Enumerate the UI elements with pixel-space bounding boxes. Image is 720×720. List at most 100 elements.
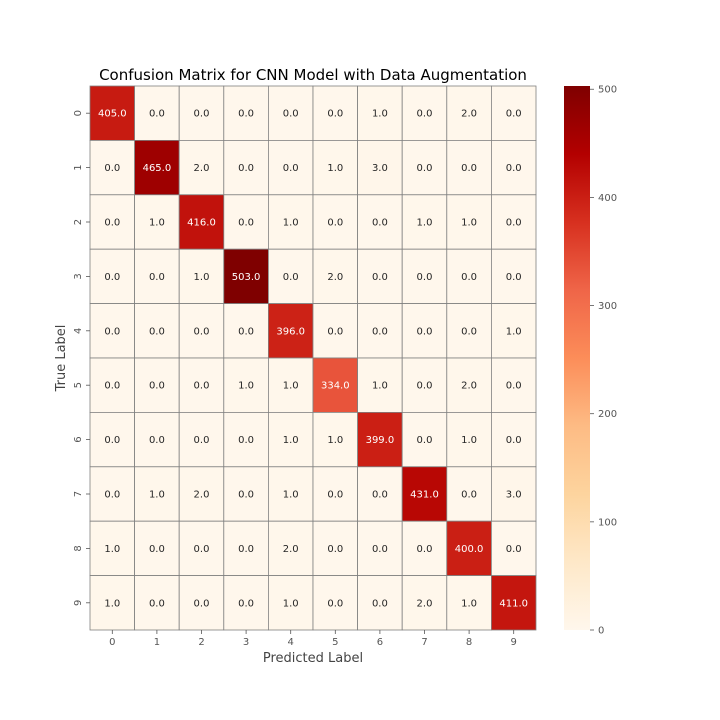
cell-annotation: 1.0 (461, 435, 477, 446)
x-tick-label: 3 (243, 637, 249, 648)
cell-annotation: 0.0 (104, 272, 120, 283)
cell-annotation: 0.0 (461, 272, 477, 283)
cell-annotation: 0.0 (506, 435, 522, 446)
x-tick-label: 5 (332, 637, 338, 648)
cell-annotation: 411.0 (499, 598, 528, 609)
cell-annotation: 400.0 (455, 544, 484, 555)
y-tick-label: 7 (73, 491, 84, 497)
cell-annotation: 0.0 (417, 163, 433, 174)
x-tick-label: 2 (198, 637, 204, 648)
heatmap-cell (357, 466, 403, 522)
cell-annotation: 0.0 (327, 544, 343, 555)
cell-annotation: 0.0 (104, 326, 120, 337)
y-axis-label: True Label (54, 325, 69, 393)
cell-annotation: 0.0 (372, 218, 388, 229)
cell-annotation: 1.0 (283, 490, 299, 501)
cell-annotation: 0.0 (372, 272, 388, 283)
heatmap-cell (134, 466, 180, 522)
colorbar-ticks: 0 100 200 300 400 500 (590, 85, 617, 637)
y-tick-label: 0 (73, 110, 84, 116)
y-tick-label: 8 (73, 545, 84, 551)
x-tick-label: 4 (288, 637, 294, 648)
heatmap-cell (178, 85, 225, 141)
cell-annotation: 1.0 (461, 598, 477, 609)
cell-annotation: 0.0 (238, 163, 254, 174)
x-tick-label: 6 (377, 637, 383, 648)
heatmap-cell (446, 575, 492, 631)
heatmap-cell (267, 303, 314, 359)
cell-annotation: 0.0 (238, 435, 254, 446)
cell-annotation: 396.0 (276, 326, 305, 337)
cell-annotation: 0.0 (283, 109, 299, 120)
cell-annotation: 1.0 (283, 381, 299, 392)
cell-annotation: 0.0 (149, 381, 165, 392)
cell-annotation: 0.0 (149, 598, 165, 609)
cell-annotation: 0.0 (194, 435, 210, 446)
cell-annotation: 2.0 (417, 598, 433, 609)
heatmap-cell (446, 357, 492, 413)
cell-annotation: 2.0 (194, 163, 210, 174)
cell-annotation: 0.0 (194, 109, 210, 120)
cell-annotation: 1.0 (104, 544, 120, 555)
cell-annotation: 0.0 (417, 435, 433, 446)
heatmap-cell (267, 575, 314, 631)
chart-title: Confusion Matrix for CNN Model with Data… (99, 66, 527, 84)
heatmap-cell (223, 520, 269, 577)
heatmap-cell (401, 520, 448, 577)
cell-annotation: 0.0 (149, 109, 165, 120)
cell-annotation: 0.0 (283, 163, 299, 174)
heatmap-cell (89, 248, 135, 304)
heatmap-cell (89, 194, 135, 250)
cell-annotation: 0.0 (372, 490, 388, 501)
cell-annotation: 399.0 (366, 435, 395, 446)
cell-annotation: 1.0 (372, 109, 388, 120)
heatmap-cell (223, 139, 269, 196)
cell-annotation: 1.0 (283, 598, 299, 609)
heatmap-cell (490, 520, 537, 577)
heatmap-cell (401, 139, 448, 196)
colorbar-tick-label: 100 (598, 517, 617, 528)
heatmap-cell (401, 575, 448, 631)
cell-annotation: 1.0 (327, 163, 343, 174)
x-tick-label: 1 (154, 637, 160, 648)
cell-annotation: 431.0 (410, 490, 439, 501)
heatmap-cell (446, 466, 492, 522)
heatmap-cell (401, 85, 448, 141)
cell-annotation: 0.0 (238, 544, 254, 555)
cell-annotation: 1.0 (238, 381, 254, 392)
cell-annotation: 0.0 (372, 544, 388, 555)
heatmap-cell (267, 466, 314, 522)
cell-annotation: 465.0 (143, 163, 172, 174)
heatmap-cell (134, 520, 180, 577)
cell-annotation: 2.0 (461, 109, 477, 120)
heatmap-cell (178, 466, 225, 522)
heatmap-cell (89, 575, 135, 631)
heatmap-cell (357, 194, 403, 250)
cell-annotation: 0.0 (417, 326, 433, 337)
cell-annotation: 0.0 (461, 490, 477, 501)
heatmap-cell (490, 303, 537, 359)
heatmap-cell (267, 520, 314, 577)
heatmap-cell (312, 575, 358, 631)
cell-annotation: 0.0 (417, 381, 433, 392)
cell-annotation: 0.0 (506, 381, 522, 392)
heatmap-cell (223, 575, 269, 631)
cell-annotation: 1.0 (283, 435, 299, 446)
y-tick-label: 2 (73, 219, 84, 225)
cell-annotation: 0.0 (238, 490, 254, 501)
heatmap-cell (401, 194, 448, 250)
cell-annotation: 0.0 (194, 598, 210, 609)
cell-annotation: 0.0 (461, 326, 477, 337)
cell-annotation: 1.0 (327, 435, 343, 446)
cell-annotation: 0.0 (194, 544, 210, 555)
cell-annotation: 0.0 (104, 435, 120, 446)
cell-annotation: 1.0 (194, 272, 210, 283)
cell-annotation: 416.0 (187, 218, 216, 229)
heatmap-cell (446, 411, 492, 468)
heatmap-cell (357, 248, 403, 304)
cell-annotation: 1.0 (506, 326, 522, 337)
heatmap-cell (178, 303, 225, 359)
y-tick-label: 5 (73, 382, 84, 388)
cell-annotation: 0.0 (327, 598, 343, 609)
